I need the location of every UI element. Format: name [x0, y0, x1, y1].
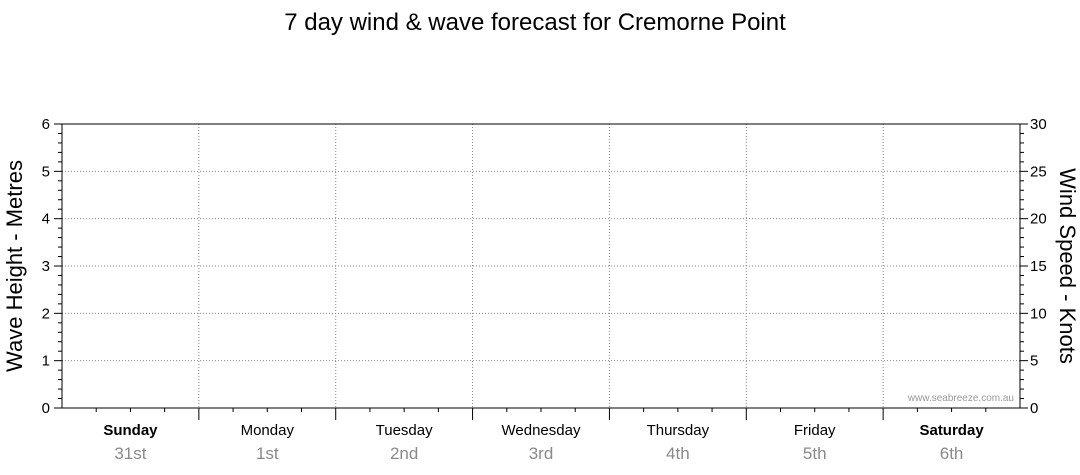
day-date-label: 4th: [666, 444, 690, 463]
day-date-label: 31st: [114, 444, 146, 463]
left-tick-label: 4: [42, 211, 50, 228]
grid-lines: [62, 124, 1020, 408]
right-tick-label: 15: [1030, 258, 1047, 275]
day-name-label: Tuesday: [376, 422, 433, 439]
day-name-label: Sunday: [103, 422, 158, 439]
chart-title: 7 day wind & wave forecast for Cremorne …: [284, 9, 786, 36]
left-axis-label: Wave Height - Metres: [2, 160, 27, 372]
left-tick-label: 3: [42, 258, 50, 275]
day-date-label: 1st: [256, 444, 279, 463]
right-tick-label: 10: [1030, 305, 1047, 322]
left-axis: 0 1 2 3 4 5 6: [42, 116, 62, 417]
day-date-label: 6th: [940, 444, 964, 463]
day-name-label: Thursday: [647, 422, 710, 439]
day-name-label: Monday: [241, 422, 295, 439]
right-tick-label: 30: [1030, 116, 1047, 133]
left-tick-label: 2: [42, 305, 50, 322]
left-tick-label: 5: [42, 163, 50, 180]
plot-frame: [61, 123, 1021, 409]
right-axis: 0 5 10 15 20 25 30: [1020, 116, 1047, 417]
watermark: www.seabreeze.com.au: [907, 393, 1014, 404]
left-tick-label: 0: [42, 400, 50, 417]
day-name-label: Friday: [794, 422, 836, 439]
day-date-label: 5th: [803, 444, 827, 463]
day-date-label: 2nd: [390, 444, 418, 463]
left-tick-label: 6: [42, 116, 50, 133]
right-tick-label: 5: [1030, 353, 1038, 370]
day-name-label: Saturday: [919, 422, 984, 439]
day-name-label: Wednesday: [502, 422, 581, 439]
right-axis-label: Wind Speed - Knots: [1055, 168, 1080, 364]
x-axis: Sunday 31st Monday 1st Tuesday 2nd Wednesday 3r…: [95, 408, 987, 463]
right-tick-label: 20: [1030, 211, 1047, 228]
right-tick-label: 0: [1030, 400, 1038, 417]
left-tick-label: 1: [42, 353, 50, 370]
day-date-label: 3rd: [529, 444, 554, 463]
right-tick-label: 25: [1030, 163, 1047, 180]
